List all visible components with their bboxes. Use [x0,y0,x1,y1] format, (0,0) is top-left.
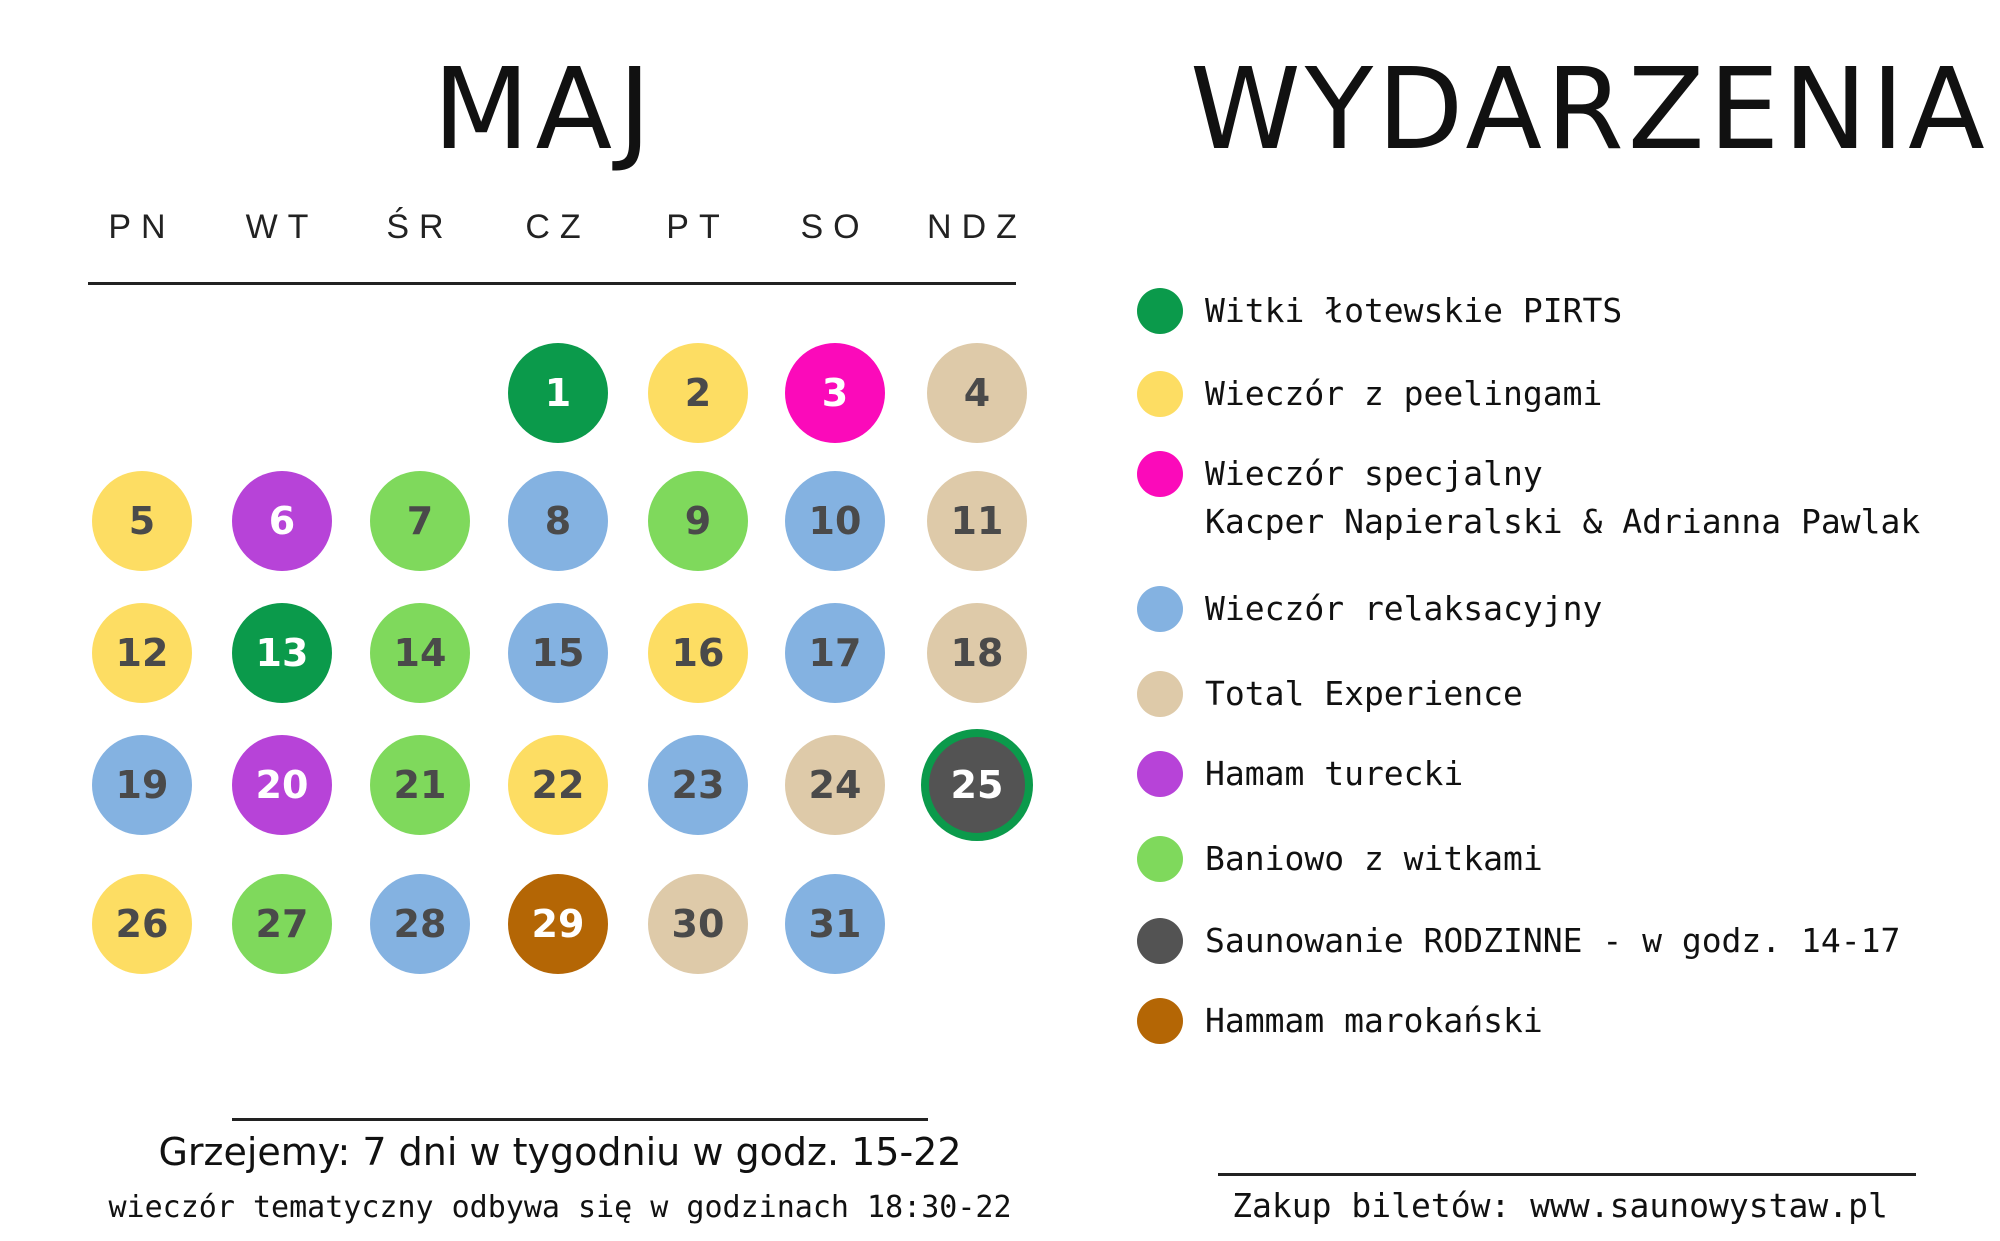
weekday-label: ŚR [386,208,454,246]
calendar-day[interactable]: 9 [648,471,748,571]
tickets-link[interactable]: Zakup biletów: www.saunowystaw.pl [1232,1186,1888,1225]
footer-divider-right [1218,1173,1916,1176]
calendar-day[interactable]: 3 [785,343,885,443]
calendar-day[interactable]: 10 [785,471,885,571]
weekday-label: PT [666,208,730,246]
weekday-label: PN [108,208,176,246]
calendar-day[interactable]: 19 [92,735,192,835]
calendar-day[interactable]: 12 [92,603,192,703]
calendar-day[interactable]: 29 [508,874,608,974]
legend-swatch [1137,918,1183,964]
calendar-day[interactable]: 22 [508,735,608,835]
calendar-day[interactable]: 8 [508,471,608,571]
weekday-label: SO [800,208,870,246]
calendar-day[interactable]: 20 [232,735,332,835]
legend-swatch [1137,451,1183,497]
calendar-day[interactable]: 14 [370,603,470,703]
legend-label: Witki łotewskie PIRTS [1205,291,1623,330]
calendar-day[interactable]: 21 [370,735,470,835]
legend-label: Kacper Napieralski & Adrianna Pawlak [1205,502,1921,541]
legend-label: Wieczór z peelingami [1205,374,1603,413]
legend-swatch [1137,751,1183,797]
legend-label: Hamam turecki [1205,754,1464,793]
month-title: MAJ [432,45,658,175]
events-title: WYDARZENIA [1190,45,1989,175]
legend-label: Hammam marokański [1205,1001,1543,1040]
legend-label: Baniowo z witkami [1205,839,1543,878]
calendar-day[interactable]: 11 [927,471,1027,571]
legend-swatch [1137,586,1183,632]
calendar-day[interactable]: 17 [785,603,885,703]
calendar-day[interactable]: 30 [648,874,748,974]
legend-label: Saunowanie RODZINNE - w godz. 14-17 [1205,921,1901,960]
weekday-label: WT [245,208,319,246]
weekday-label: CZ [525,208,591,246]
calendar-day[interactable]: 15 [508,603,608,703]
legend-swatch [1137,288,1183,334]
opening-hours: Grzejemy: 7 dni w tygodniu w godz. 15-22 [158,1130,962,1174]
legend-label: Wieczór specjalny [1205,454,1543,493]
calendar-day[interactable]: 23 [648,735,748,835]
footer-divider-left [232,1118,928,1121]
calendar-day[interactable]: 5 [92,471,192,571]
calendar-day[interactable]: 4 [927,343,1027,443]
legend-label: Wieczór relaksacyjny [1205,589,1603,628]
calendar-day[interactable]: 13 [232,603,332,703]
calendar-day[interactable]: 1 [508,343,608,443]
header-divider [88,282,1016,285]
legend-swatch [1137,671,1183,717]
calendar-day[interactable]: 31 [785,874,885,974]
legend-swatch [1137,998,1183,1044]
weekday-label: NDZ [927,208,1027,246]
calendar-day[interactable]: 6 [232,471,332,571]
calendar-day[interactable]: 16 [648,603,748,703]
calendar-day[interactable]: 25 [921,729,1033,841]
legend-label: Total Experience [1205,674,1523,713]
calendar-day[interactable]: 2 [648,343,748,443]
calendar-day[interactable]: 24 [785,735,885,835]
calendar-day[interactable]: 7 [370,471,470,571]
calendar-day[interactable]: 26 [92,874,192,974]
calendar-day[interactable]: 27 [232,874,332,974]
calendar-day[interactable]: 18 [927,603,1027,703]
thematic-evening-hours: wieczór tematyczny odbywa się w godzinac… [108,1190,1012,1225]
legend-swatch [1137,836,1183,882]
calendar-day[interactable]: 28 [370,874,470,974]
legend-swatch [1137,371,1183,417]
